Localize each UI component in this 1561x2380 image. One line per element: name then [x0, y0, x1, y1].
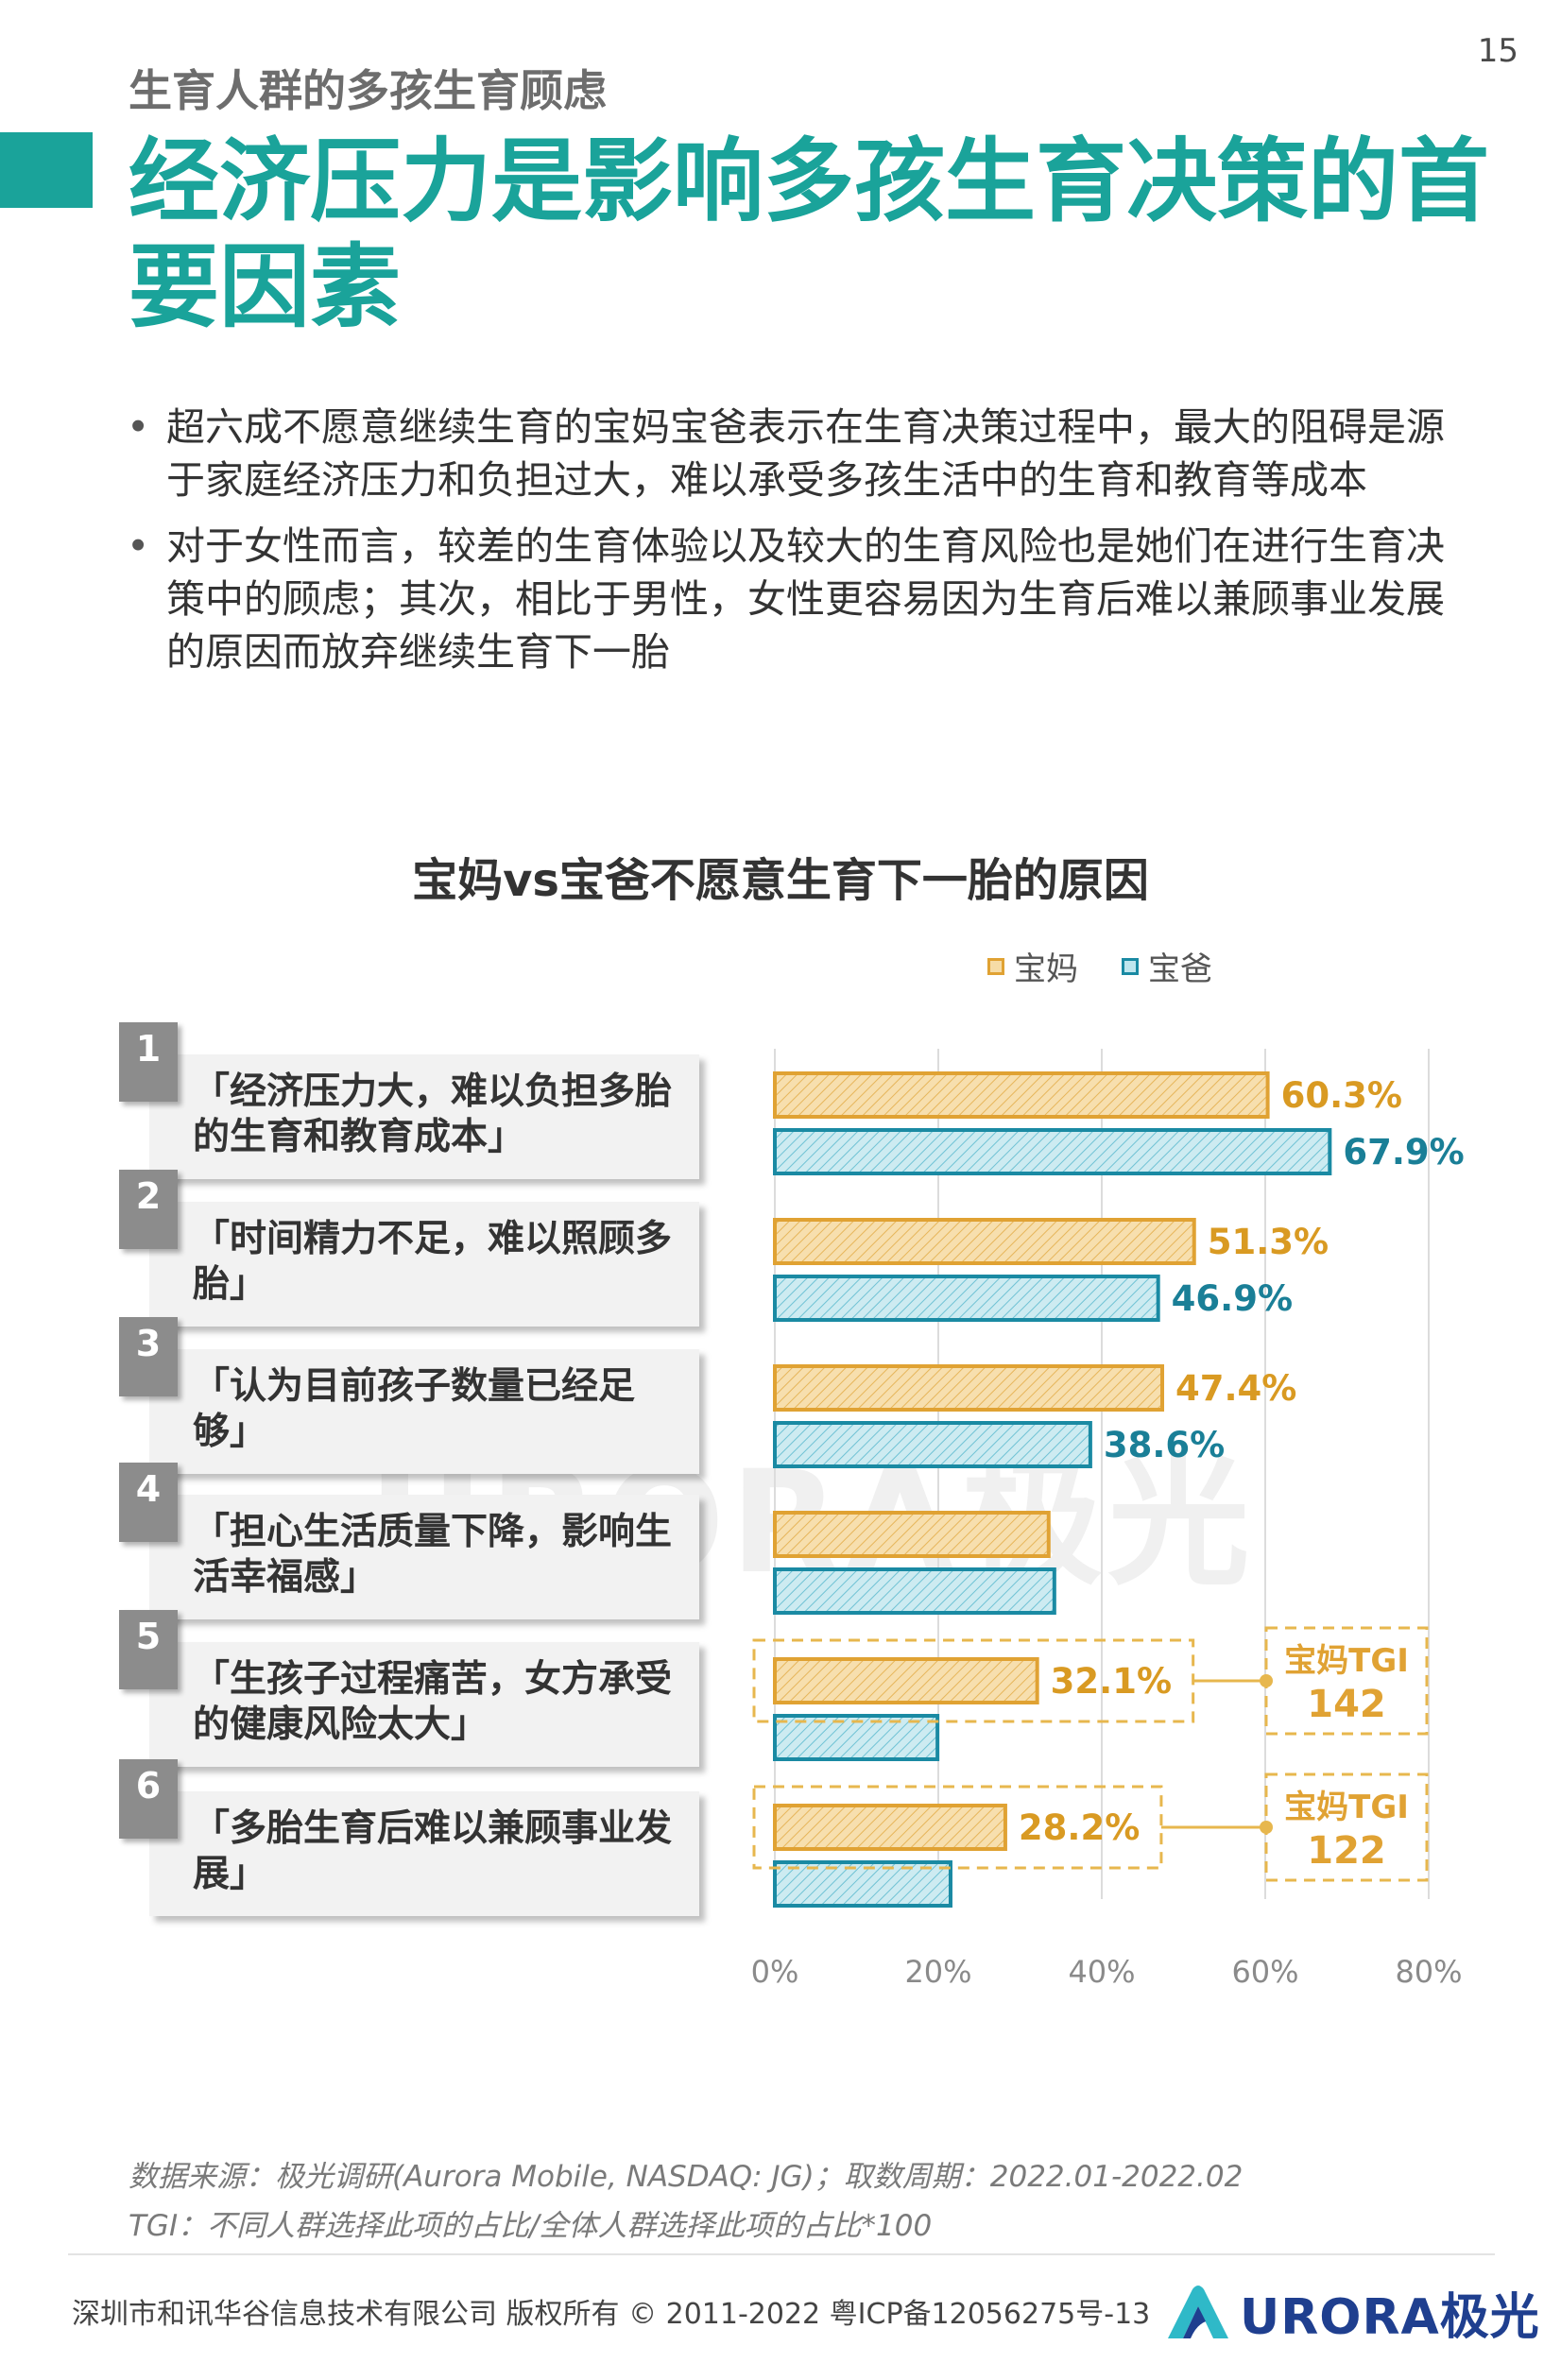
x-tick-label: 80%	[1395, 1954, 1462, 1990]
x-tick-label: 40%	[1068, 1954, 1135, 1990]
data-label: 38.6%	[1104, 1425, 1225, 1465]
reason-label: 「生孩子过程痛苦，女方承受的健康风险太大」	[193, 1658, 673, 1746]
footer-copyright: 深圳市和讯华谷信息技术有限公司 版权所有 © 2011-2022 粤ICP备12…	[72, 2298, 1151, 2331]
bar-mom	[773, 1804, 1007, 1851]
rank-number: 4	[119, 1463, 178, 1542]
legend-item-mom: 宝妈	[987, 943, 1078, 989]
rank-number: 2	[119, 1170, 178, 1249]
title-accent-bar	[0, 132, 93, 208]
bar-dad	[773, 1860, 952, 1908]
chart-title: 宝妈vs宝爸不愿意生育下一胎的原因	[412, 854, 1149, 907]
data-label: 67.9%	[1343, 1132, 1464, 1173]
footer-divider	[68, 2253, 1495, 2255]
bar-mom	[773, 1071, 1270, 1119]
tgi-value: 122	[1307, 1829, 1386, 1873]
reason-label: 「认为目前孩子数量已经足够」	[193, 1365, 636, 1453]
aurora-logo-icon	[1168, 2285, 1228, 2338]
bar-dad	[773, 1421, 1092, 1468]
tgi-highlight-box	[752, 1785, 1163, 1870]
reason-label: 「经济压力大，难以负担多胎的生育和教育成本」	[193, 1070, 673, 1158]
reason-label: 「担心生活质量下降，影响生活幸福感」	[193, 1511, 673, 1599]
legend-label-dad: 宝爸	[1148, 950, 1212, 988]
bar-dad	[773, 1128, 1332, 1175]
reason-card: 「时间精力不足，难以照顾多胎」	[149, 1202, 699, 1327]
rank-number: 3	[119, 1317, 178, 1396]
section-label: 生育人群的多孩生育顾虑	[129, 65, 607, 116]
reason-label: 「多胎生育后难以兼顾事业发展」	[193, 1807, 673, 1895]
bar-mom	[773, 1511, 1051, 1558]
tgi-callout-box	[1264, 1772, 1429, 1882]
bullet-item: 对于女性而言，较差的生育体验以及较大的生育风险也是她们在进行生育决策中的顾虑；其…	[123, 520, 1465, 678]
aurora-logo: URORA极光	[1164, 2277, 1540, 2348]
logo-text: URORA极光	[1240, 2289, 1540, 2346]
legend-item-dad: 宝爸	[1122, 943, 1212, 989]
bar-dad	[773, 1714, 940, 1761]
tgi-title: 宝妈TGI	[1284, 1789, 1409, 1826]
tgi-title: 宝妈TGI	[1284, 1642, 1409, 1680]
rank-number: 1	[119, 1022, 178, 1102]
rank-number: 5	[119, 1610, 178, 1689]
x-tick-label: 20%	[904, 1954, 971, 1990]
legend-label-mom: 宝妈	[1014, 950, 1078, 988]
reason-card: 「生孩子过程痛苦，女方承受的健康风险太大」	[149, 1642, 699, 1767]
reason-card: 「经济压力大，难以负担多胎的生育和教育成本」	[149, 1054, 699, 1179]
reason-card: 「认为目前孩子数量已经足够」	[149, 1349, 699, 1474]
x-tick-label: 0%	[751, 1954, 799, 1990]
data-label: 32.1%	[1051, 1661, 1172, 1702]
legend-swatch-dad	[1122, 957, 1139, 975]
reason-label: 「时间精力不足，难以照顾多胎」	[193, 1218, 673, 1306]
data-label: 47.4%	[1175, 1368, 1296, 1409]
bar-mom	[773, 1657, 1039, 1704]
page-number: 15	[1477, 32, 1518, 70]
x-tick-label: 60%	[1231, 1954, 1298, 1990]
bar-dad	[773, 1567, 1056, 1615]
bullet-list: 超六成不愿意继续生育的宝妈宝爸表示在生育决策过程中，最大的阻碍是源于家庭经济压力…	[123, 401, 1465, 692]
chart-legend: 宝妈 宝爸	[987, 943, 1212, 989]
tgi-callout-box	[1264, 1626, 1429, 1736]
bar-mom	[773, 1218, 1196, 1265]
data-label: 28.2%	[1019, 1807, 1140, 1848]
bullet-item: 超六成不愿意继续生育的宝妈宝爸表示在生育决策过程中，最大的阻碍是源于家庭经济压力…	[123, 401, 1465, 506]
data-label: 46.9%	[1172, 1278, 1293, 1319]
data-label: 60.3%	[1281, 1075, 1402, 1116]
reason-card: 「担心生活质量下降，影响生活幸福感」	[149, 1495, 699, 1619]
source-note: 数据来源：极光调研(Aurora Mobile, NASDAQ: JG)；取数周…	[129, 2160, 1244, 2194]
page-title: 经济压力是影响多孩生育决策的首要因素	[129, 128, 1489, 340]
reason-card: 「多胎生育后难以兼顾事业发展」	[149, 1791, 699, 1916]
tgi-note: TGI：不同人群选择此项的占比/全体人群选择此项的占比*100	[129, 2209, 933, 2243]
bar-dad	[773, 1275, 1160, 1322]
bar-mom	[773, 1364, 1165, 1412]
rank-number: 6	[119, 1759, 178, 1839]
legend-swatch-mom	[987, 957, 1004, 975]
tgi-value: 142	[1307, 1683, 1386, 1726]
data-label: 51.3%	[1208, 1222, 1329, 1262]
